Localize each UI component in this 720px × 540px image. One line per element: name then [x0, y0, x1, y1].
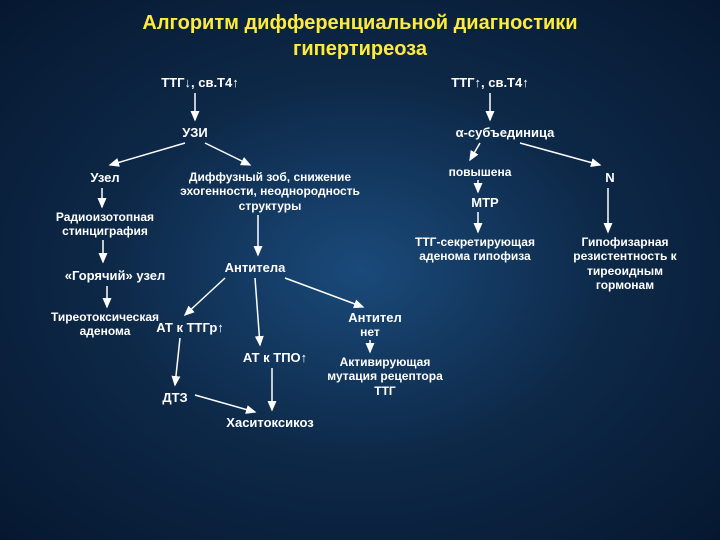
arrow-3 — [205, 143, 250, 165]
flow-node-n8: N — [590, 170, 630, 186]
flow-node-n16: АТ к ТТГр↑ — [140, 320, 240, 336]
flow-node-n5: Узел — [75, 170, 135, 186]
arrow-4 — [470, 143, 480, 160]
arrow-15 — [285, 278, 363, 307]
flow-node-n3: УЗИ — [165, 125, 225, 141]
flow-node-n2: ТТГ↑, св.Т4↑ — [430, 75, 550, 91]
flow-node-n18b: нет — [345, 325, 395, 339]
flow-node-n19: ДТЗ — [145, 390, 205, 406]
flow-node-n13: ТТГ-секретирующая аденома гипофиза — [400, 235, 550, 264]
arrow-16 — [175, 338, 180, 385]
flow-node-n10: МТР — [455, 195, 515, 211]
arrow-2 — [110, 143, 185, 165]
arrow-5 — [520, 143, 600, 165]
title-line-1: Алгоритм дифференциальной диагностики — [142, 12, 577, 34]
flow-node-n1: ТТГ↓, св.Т4↑ — [140, 75, 260, 91]
flow-node-n20: Хаситоксикоз — [210, 415, 330, 431]
flow-node-n14: Гипофизарная резистентность к тиреоидным… — [560, 235, 690, 293]
flow-node-n6: Диффузный зоб, снижение эхогенности, нео… — [170, 170, 370, 213]
flow-node-n7: повышена — [435, 165, 525, 179]
flow-node-n4: α-субъединица — [445, 125, 565, 141]
title-line-2: гипертиреоза — [293, 38, 427, 60]
arrow-13 — [185, 278, 225, 315]
flow-node-n21: Активирующая мутация рецептора ТТГ — [320, 355, 450, 398]
flow-node-n17: АТ к ТПО↑ — [225, 350, 325, 366]
flow-node-n9: Радиоизотопная стинциграфия — [40, 210, 170, 239]
flow-node-n12: Антитела — [210, 260, 300, 276]
arrow-14 — [255, 278, 260, 345]
flow-node-n18: Антител — [335, 310, 415, 326]
flow-node-n11: «Горячий» узел — [55, 268, 175, 284]
page-title: Алгоритм дифференциальной диагностики ги… — [0, 0, 720, 62]
